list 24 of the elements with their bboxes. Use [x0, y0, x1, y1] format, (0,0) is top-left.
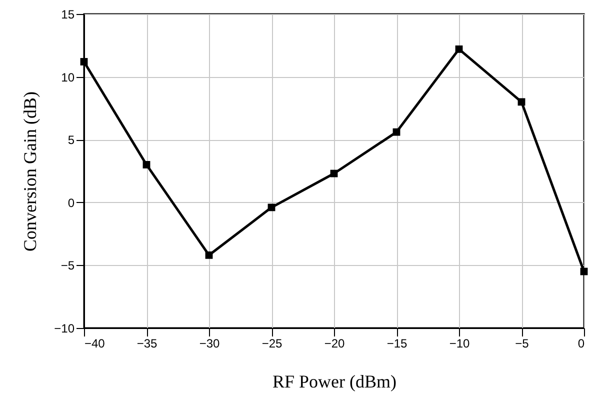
x-tick-label: −40 [84, 336, 106, 350]
y-tick-label: 0 [68, 196, 75, 210]
point [142, 161, 150, 168]
y-tick-label: 5 [68, 133, 75, 148]
x-tick-label: −15 [386, 336, 408, 350]
point [205, 251, 213, 259]
x-tick-label: −30 [199, 336, 220, 350]
x-tick-label: −10 [449, 336, 470, 350]
x-tick-label: −20 [324, 336, 345, 350]
point [80, 58, 88, 66]
x-tick-label: −35 [136, 336, 158, 350]
x-tick-label: −25 [262, 336, 282, 350]
y-axis-title: Conversion Gain (dB) [20, 92, 40, 252]
x-tick-label: 0 [578, 336, 585, 350]
y-tick-label: −10 [54, 322, 75, 336]
x-tick-label: −5 [515, 336, 530, 350]
point [455, 45, 463, 53]
y-tick-label: 15 [61, 8, 75, 22]
x-axis-title: RF Power (dBm) [272, 372, 397, 392]
point [518, 98, 526, 106]
point [268, 204, 276, 212]
point [392, 128, 400, 136]
y-tick-label: 10 [61, 70, 75, 84]
y-tick-label: −5 [60, 258, 75, 273]
